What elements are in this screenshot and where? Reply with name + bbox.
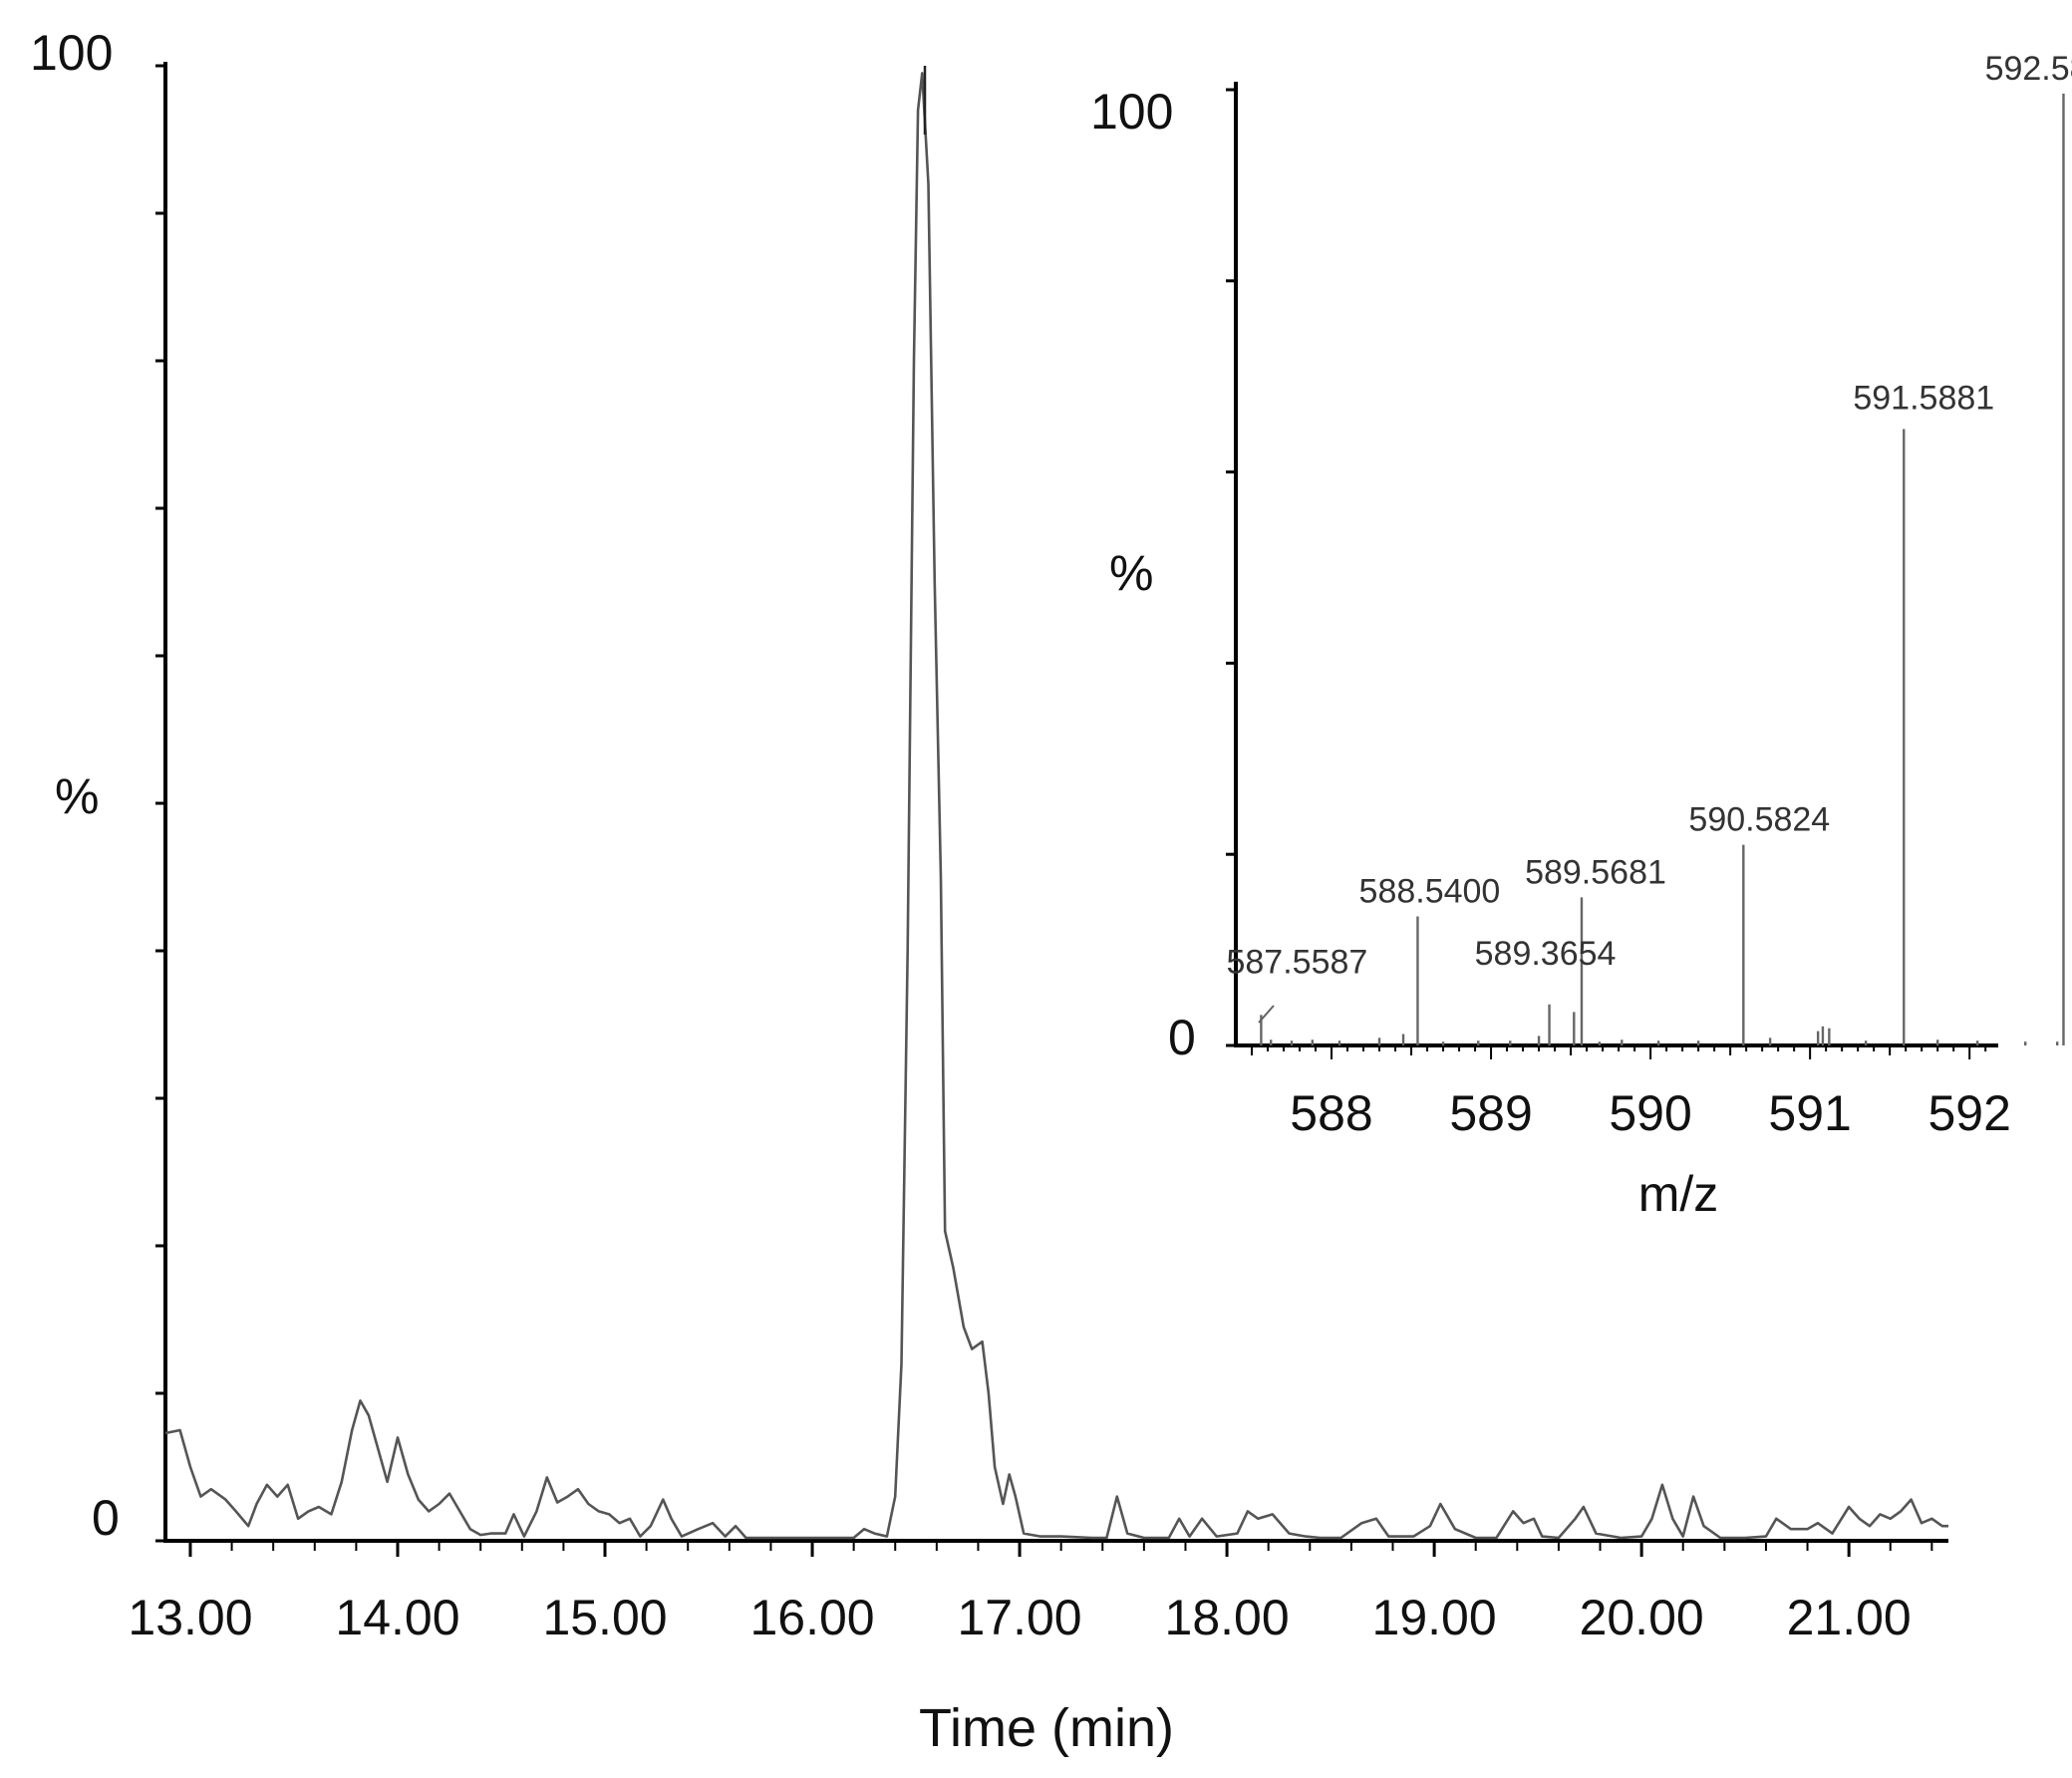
inset-peak-labels: 587.5587 588.5400 589.3654 589.5681 590.5824…: [1226, 50, 2072, 981]
main-x-tick-label: 16.00: [749, 1590, 874, 1645]
inset-mass-spectrum: 100 % 0 588 589 590 591 592 587.5587 588.5400…: [1090, 50, 2072, 1222]
main-x-tick-label: 13.00: [128, 1590, 252, 1645]
inset-y-tick-label-0: 0: [1168, 1010, 1196, 1065]
main-y-axis-title: %: [55, 768, 99, 824]
main-chromatogram: 100 % 0 13.00 14.00 15.00 16.00 17.00 18.00 19…: [30, 25, 1948, 1758]
main-x-tick-label: 20.00: [1580, 1590, 1704, 1645]
peak-label: 590.5824: [1688, 801, 1830, 839]
main-x-tick-label: 17.00: [957, 1590, 1081, 1645]
main-x-tick-label: 18.00: [1165, 1590, 1290, 1645]
inset-x-tick-label: 588: [1290, 1085, 1372, 1141]
main-x-tick-label: 19.00: [1372, 1590, 1497, 1645]
peak-label: 589.3654: [1475, 935, 1617, 973]
peak-label: 588.5400: [1359, 873, 1501, 911]
inset-x-tick-labels: 588 589 590 591 592: [1290, 1085, 2011, 1141]
peak-label: 587.5587: [1226, 943, 1367, 981]
inset-peaks: [1260, 93, 2065, 1045]
main-x-tick-label: 15.00: [542, 1590, 667, 1645]
main-x-ticks: [188, 1541, 1933, 1557]
peak-label-leader-587: [1258, 1005, 1275, 1024]
inset-x-tick-label: 590: [1609, 1085, 1691, 1141]
chromatogram-trace: [164, 72, 1948, 1540]
inset-x-axis-title: m/z: [1638, 1166, 1719, 1222]
inset-minor-peaks: [1270, 1012, 2059, 1045]
main-y-tick-label-100: 100: [30, 25, 113, 81]
inset-x-ticks: [1251, 1045, 1987, 1059]
inset-x-tick-label: 589: [1449, 1085, 1532, 1141]
inset-x-tick-label: 591: [1768, 1085, 1851, 1141]
peak-label: 591.5881: [1853, 379, 1994, 417]
main-y-ticks: [155, 64, 165, 1543]
main-x-tick-labels: 13.00 14.00 15.00 16.00 17.00 18.00 19.00 20.00…: [128, 1590, 1911, 1645]
main-x-tick-label: 21.00: [1787, 1590, 1912, 1645]
main-y-tick-label-0: 0: [92, 1490, 120, 1546]
inset-x-tick-label: 592: [1927, 1085, 2010, 1141]
inset-y-axis-title: %: [1109, 545, 1153, 601]
peak-label: 589.5681: [1525, 853, 1666, 891]
inset-y-ticks: [1226, 88, 1236, 1047]
peak-label: 592.5891: [1985, 50, 2072, 88]
inset-y-tick-label-100: 100: [1090, 84, 1173, 140]
main-x-tick-label: 14.00: [335, 1590, 459, 1645]
main-x-axis-title: Time (min): [919, 1698, 1174, 1758]
